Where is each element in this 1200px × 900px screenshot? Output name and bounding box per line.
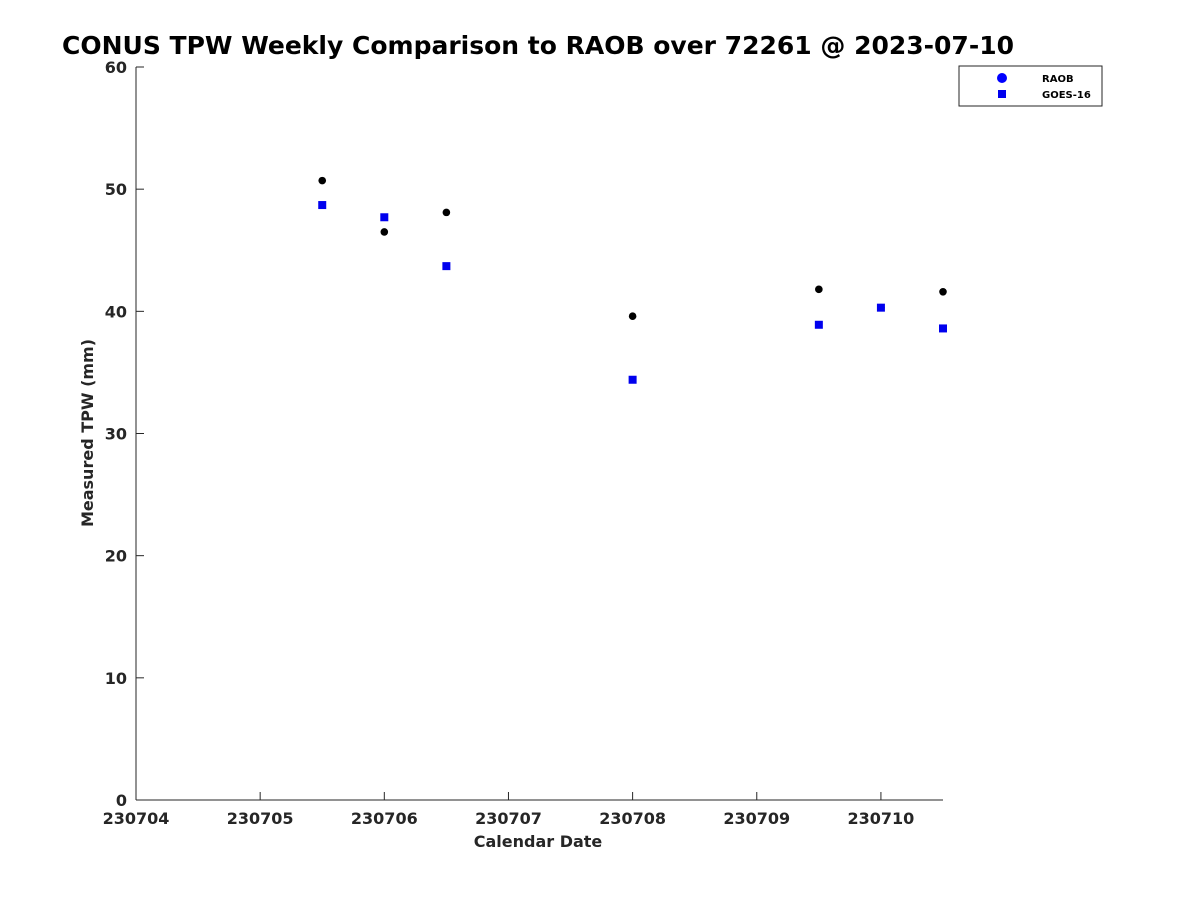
goes16-point [318,201,327,210]
raob-point [380,228,389,236]
x-tick-label: 230708 [599,809,666,828]
goes16-point [939,324,947,333]
x-tick-label: 230707 [475,809,542,828]
goes16-point [814,320,823,329]
y-ticks: 0 10 20 30 40 50 60 [105,58,144,810]
axes [135,67,943,801]
data-points [318,176,947,384]
y-tick-label: 60 [105,58,127,77]
y-tick-label: 20 [105,547,127,566]
legend-box [958,65,1103,107]
legend-goes-label: GOES-16 [1042,90,1091,101]
y-axis-label: Measured TPW (mm) [78,339,97,527]
chart-title: CONUS TPW Weekly Comparison to RAOB over… [62,31,1014,60]
legend: RAOB GOES-16 [958,65,1103,107]
y-tick-label: 30 [105,425,127,444]
goes16-point [380,213,389,222]
goes16-point [442,262,451,271]
raob-point [939,287,947,296]
x-tick-label: 230706 [351,809,418,828]
y-tick-label: 0 [116,791,127,810]
raob-point [442,208,451,217]
x-tick-label: 230710 [848,809,915,828]
legend-raob-label: RAOB [1042,74,1074,85]
goes16-point [628,375,637,384]
legend-raob-marker [997,73,1007,83]
y-tick-label: 50 [105,180,127,199]
raob-point [815,285,823,294]
x-tick-label: 230709 [723,809,790,828]
raob-point [318,176,327,185]
y-tick-label: 40 [105,302,127,321]
x-tick-label: 230705 [227,809,294,828]
x-ticks: 230704 230705 230706 230707 230708 230709 2307… [103,792,915,828]
x-tick-label: 230704 [103,809,170,828]
y-tick-label: 10 [105,669,127,688]
legend-goes-marker [998,90,1006,98]
x-axis-label: Calendar Date [474,832,603,851]
goes16-point [876,303,885,312]
raob-point [628,312,637,321]
